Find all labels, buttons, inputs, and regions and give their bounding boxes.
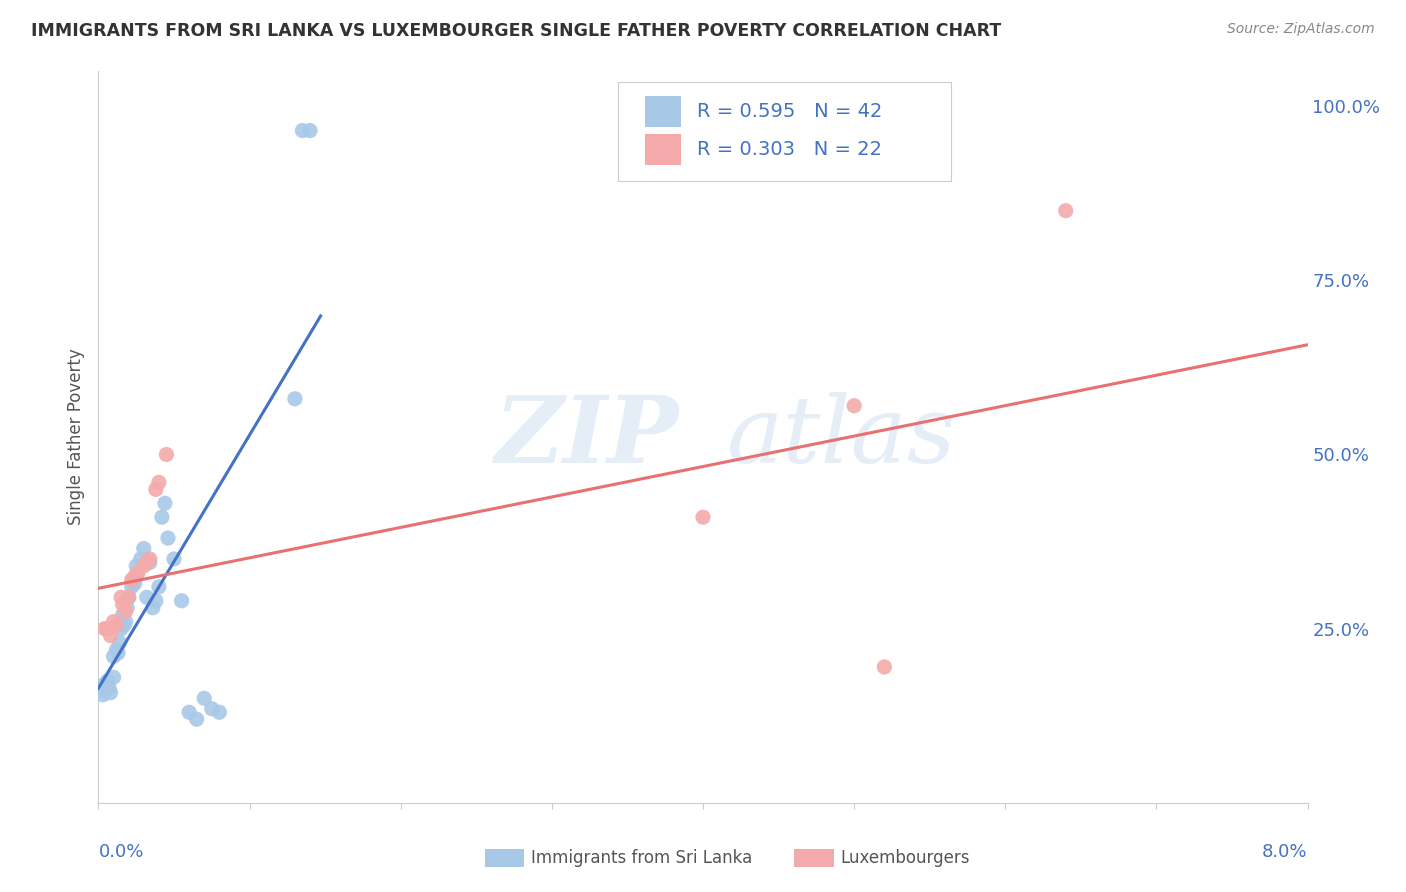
Point (135, 591, 157, 605)
Point (93, 677, 115, 691)
Point (873, 660, 896, 674)
Point (299, 123, 322, 137)
FancyBboxPatch shape (619, 82, 950, 181)
Point (114, 615, 136, 629)
Point (108, 635, 131, 649)
Point (100, 686, 122, 700)
Point (93, 622, 115, 636)
Point (142, 600, 165, 615)
Y-axis label: Single Father Poverty: Single Father Poverty (66, 349, 84, 525)
Point (156, 531, 179, 545)
Point (122, 573, 145, 587)
Point (91, 688, 114, 702)
Point (111, 597, 134, 611)
Text: R = 0.595   N = 42: R = 0.595 N = 42 (697, 102, 883, 121)
Point (118, 591, 141, 605)
Point (124, 576, 146, 591)
Point (124, 569, 146, 583)
Point (105, 618, 128, 632)
Point (291, 123, 314, 137)
Point (110, 622, 132, 636)
Point (100, 629, 122, 643)
Point (186, 712, 208, 726)
Text: Source: ZipAtlas.com: Source: ZipAtlas.com (1227, 22, 1375, 37)
Point (103, 649, 125, 664)
Point (132, 541, 155, 556)
Point (132, 558, 155, 573)
Text: 8.0%: 8.0% (1263, 843, 1308, 861)
Point (110, 591, 132, 605)
Point (114, 604, 136, 618)
Point (121, 580, 143, 594)
Point (284, 392, 307, 406)
Point (139, 556, 162, 570)
Point (94, 684, 117, 698)
Bar (645, 135, 682, 165)
Point (148, 580, 170, 594)
Point (121, 573, 143, 587)
Text: IMMIGRANTS FROM SRI LANKA VS LUXEMBOURGER SINGLE FATHER POVERTY CORRELATION CHAR: IMMIGRANTS FROM SRI LANKA VS LUXEMBOURGE… (31, 22, 1001, 40)
Point (96, 622, 118, 636)
Text: 0.0%: 0.0% (98, 843, 143, 861)
Point (179, 705, 201, 719)
Point (129, 552, 152, 566)
Text: Luxembourgers: Luxembourgers (841, 849, 970, 867)
Point (844, 399, 866, 413)
Text: atlas: atlas (727, 392, 956, 482)
Point (96, 673, 118, 688)
Point (148, 475, 170, 490)
Point (692, 510, 714, 524)
Point (111, 607, 134, 622)
Bar (645, 96, 682, 127)
Point (150, 510, 173, 524)
Point (105, 642, 128, 657)
Point (135, 556, 157, 570)
Point (115, 600, 138, 615)
Point (118, 591, 141, 605)
Point (127, 566, 149, 580)
Point (145, 483, 167, 497)
Text: Immigrants from Sri Lanka: Immigrants from Sri Lanka (531, 849, 752, 867)
Point (127, 566, 149, 580)
Point (153, 496, 176, 510)
Point (112, 618, 135, 632)
Text: ZIP: ZIP (495, 392, 679, 482)
Point (98, 681, 121, 695)
Point (170, 594, 193, 608)
Point (103, 670, 125, 684)
Point (125, 558, 148, 573)
Point (163, 552, 186, 566)
Point (145, 594, 167, 608)
Point (193, 691, 215, 706)
Point (201, 702, 224, 716)
Text: R = 0.303   N = 22: R = 0.303 N = 22 (697, 140, 882, 159)
Point (139, 552, 162, 566)
Point (107, 646, 129, 660)
Point (155, 448, 177, 462)
Point (1054, 203, 1077, 218)
Point (208, 705, 231, 719)
Point (103, 615, 125, 629)
